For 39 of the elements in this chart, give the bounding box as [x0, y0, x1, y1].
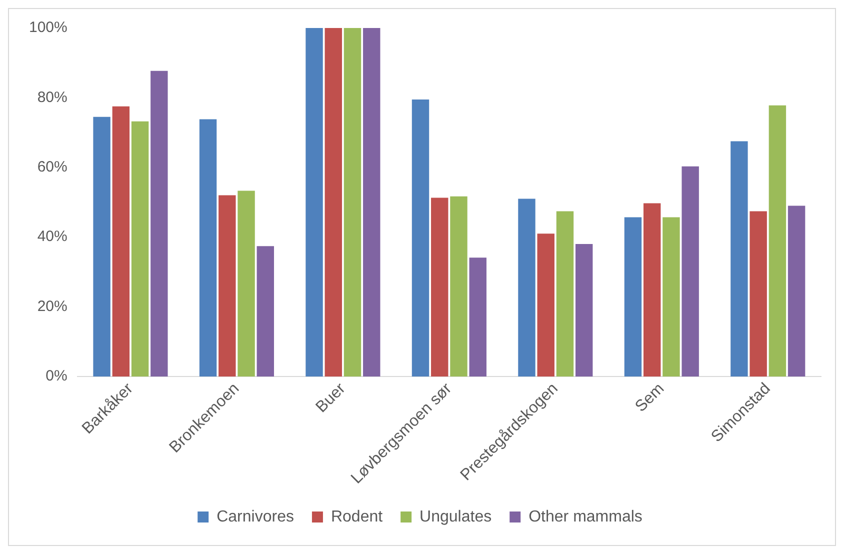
bar — [537, 234, 554, 376]
bar — [469, 258, 486, 376]
x-tick-label: Sem — [632, 380, 668, 416]
bar — [199, 119, 217, 376]
bar — [412, 99, 430, 376]
bar — [662, 217, 680, 376]
bar — [575, 244, 593, 376]
bar — [643, 203, 661, 376]
bar — [150, 70, 168, 376]
bar — [306, 28, 323, 376]
bar — [218, 195, 236, 376]
bar — [624, 217, 642, 376]
bar — [238, 190, 255, 376]
y-tick-label: 0% — [46, 368, 68, 385]
bar — [556, 211, 574, 376]
legend-label: Ungulates — [420, 508, 492, 526]
bar — [518, 198, 536, 376]
legend-label: Carnivores — [216, 508, 294, 526]
bar — [131, 121, 149, 376]
bar — [363, 28, 380, 376]
y-tick-label: 40% — [37, 228, 68, 246]
bar — [730, 141, 748, 376]
bar — [450, 196, 468, 376]
bar — [788, 206, 806, 376]
bar — [750, 211, 767, 376]
bar — [768, 105, 786, 376]
bar — [431, 198, 448, 376]
bar — [256, 246, 274, 376]
legend-label: Other mammals — [528, 508, 642, 526]
y-tick-label: 60% — [37, 158, 68, 176]
bar — [344, 28, 362, 376]
y-tick-label: 20% — [37, 298, 68, 315]
y-tick-label: 100% — [28, 19, 68, 36]
bar — [112, 106, 130, 376]
bar — [93, 116, 110, 376]
bar — [682, 166, 699, 376]
y-tick-label: 80% — [37, 88, 68, 106]
legend-label: Rodent — [330, 508, 384, 526]
bar — [324, 28, 342, 376]
